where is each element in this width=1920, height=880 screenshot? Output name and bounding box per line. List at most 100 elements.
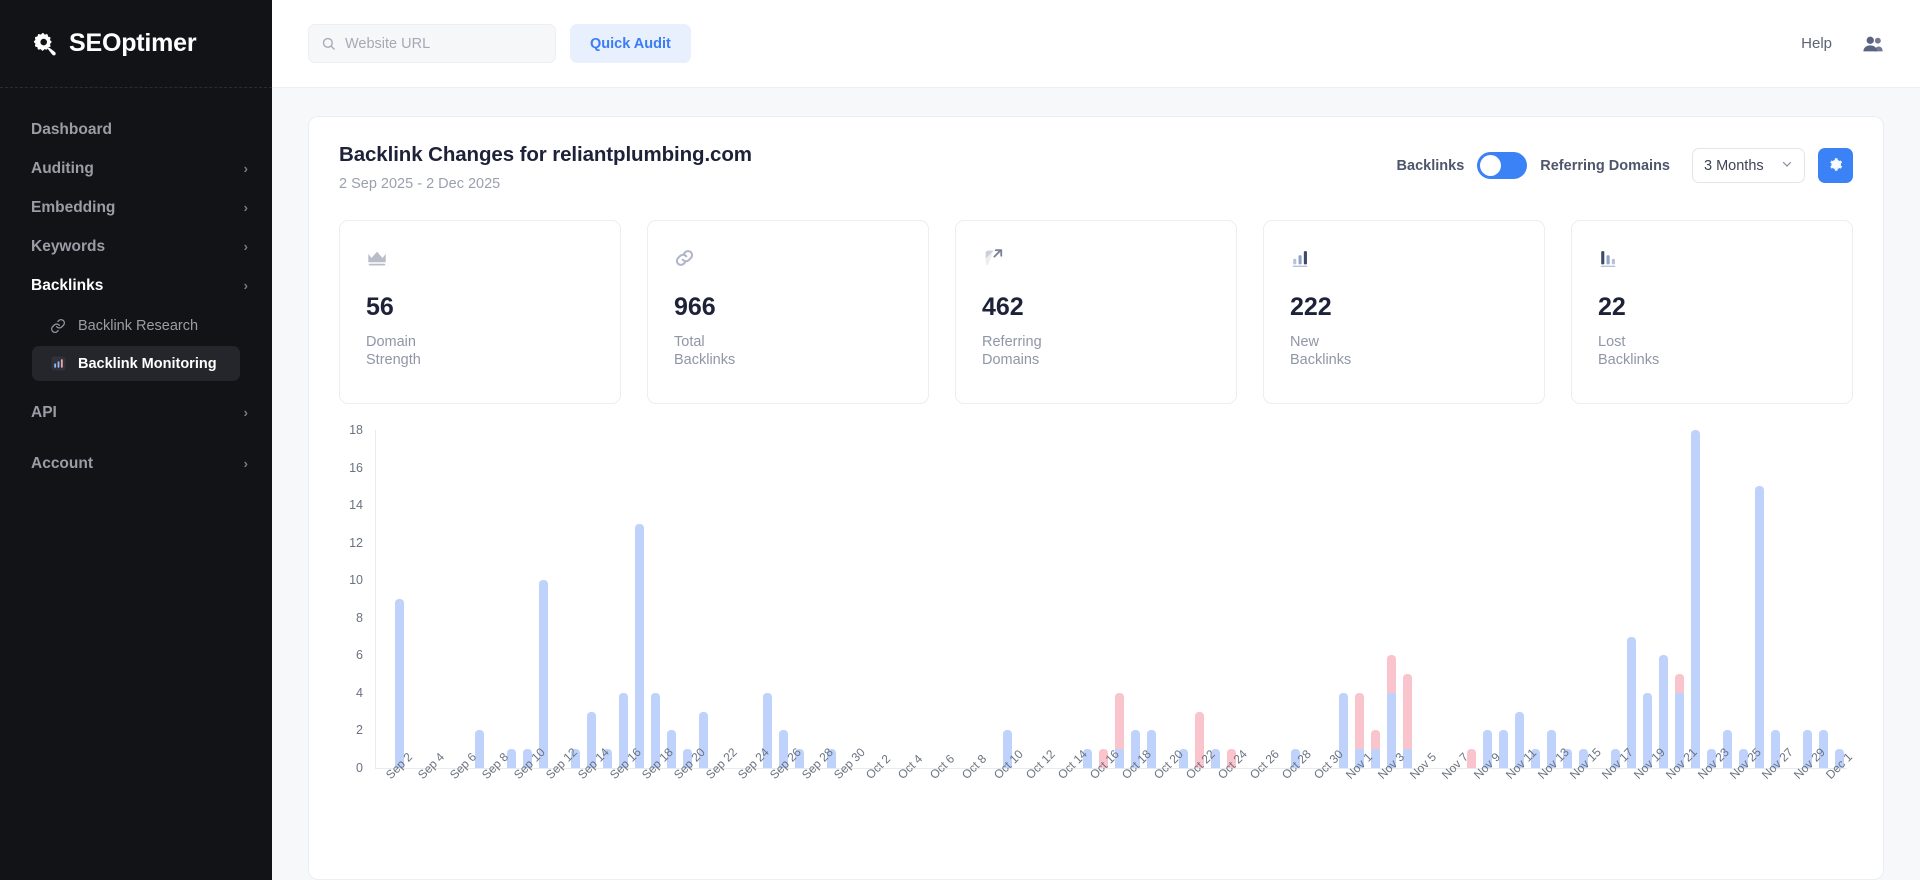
users-avatar-icon[interactable] xyxy=(1862,33,1884,55)
chart-bar-column[interactable] xyxy=(823,430,839,768)
chart-bar-column[interactable] xyxy=(1175,430,1191,768)
chart-bar-column[interactable] xyxy=(1415,430,1431,768)
chart-bar-column[interactable] xyxy=(1015,430,1031,768)
chart-bar-column[interactable] xyxy=(1255,430,1271,768)
chart-bar-column[interactable] xyxy=(1495,430,1511,768)
help-link[interactable]: Help xyxy=(1801,35,1832,52)
chart-bar-column[interactable] xyxy=(1639,430,1655,768)
chart-bar-column[interactable] xyxy=(567,430,583,768)
chart-bar-column[interactable] xyxy=(439,430,455,768)
chart-bar-column[interactable] xyxy=(487,430,503,768)
chart-bar-column[interactable] xyxy=(423,430,439,768)
chart-bar-column[interactable] xyxy=(615,430,631,768)
chart-bar-column[interactable] xyxy=(743,430,759,768)
chart-bar-column[interactable] xyxy=(1111,430,1127,768)
search-input[interactable] xyxy=(345,35,543,52)
chart-bar-column[interactable] xyxy=(1239,430,1255,768)
chart-bar-column[interactable] xyxy=(1463,430,1479,768)
chart-bar-column[interactable] xyxy=(1159,430,1175,768)
sidebar-item-backlink-research[interactable]: Backlink Research xyxy=(32,308,240,343)
sidebar-item-backlink-monitoring[interactable]: Backlink Monitoring xyxy=(32,346,240,381)
chart-bar-column[interactable] xyxy=(887,430,903,768)
chart-bar-column[interactable] xyxy=(599,430,615,768)
chart-bar-column[interactable] xyxy=(1479,430,1495,768)
sidebar-item-api[interactable]: API › xyxy=(0,393,272,432)
chart-bar-column[interactable] xyxy=(1095,430,1111,768)
chart-bar-column[interactable] xyxy=(1399,430,1415,768)
chart-bar-column[interactable] xyxy=(903,430,919,768)
chart-bar-column[interactable] xyxy=(1527,430,1543,768)
chart-bar-column[interactable] xyxy=(1319,430,1335,768)
chart-bar-column[interactable] xyxy=(695,430,711,768)
quick-audit-button[interactable]: Quick Audit xyxy=(570,24,691,63)
chart-bar-column[interactable] xyxy=(1303,430,1319,768)
brand[interactable]: SEOptimer xyxy=(0,0,272,88)
sidebar-item-backlinks[interactable]: Backlinks › xyxy=(0,266,272,305)
chart-bar-column[interactable] xyxy=(1575,430,1591,768)
chart-bar-column[interactable] xyxy=(1559,430,1575,768)
chart-bar-column[interactable] xyxy=(1383,430,1399,768)
chart-bar-column[interactable] xyxy=(1671,430,1687,768)
chart-bar-column[interactable] xyxy=(1543,430,1559,768)
chart-bar-column[interactable] xyxy=(1719,430,1735,768)
chart-bar-column[interactable] xyxy=(711,430,727,768)
chart-bar-column[interactable] xyxy=(1447,430,1463,768)
chart-bar-column[interactable] xyxy=(1127,430,1143,768)
chart-bar-column[interactable] xyxy=(1703,430,1719,768)
sidebar-item-account[interactable]: Account › xyxy=(0,444,272,483)
chart-bar-column[interactable] xyxy=(647,430,663,768)
chart-bar-column[interactable] xyxy=(391,430,407,768)
sidebar-item-keywords[interactable]: Keywords › xyxy=(0,227,272,266)
chart-bar-column[interactable] xyxy=(1831,430,1847,768)
search-box[interactable] xyxy=(308,24,556,63)
period-select[interactable]: 3 Months xyxy=(1692,148,1805,183)
sidebar-item-embedding[interactable]: Embedding › xyxy=(0,188,272,227)
chart-bar-column[interactable] xyxy=(727,430,743,768)
chart-bar-column[interactable] xyxy=(1047,430,1063,768)
chart-bar-column[interactable] xyxy=(855,430,871,768)
chart-bar-column[interactable] xyxy=(663,430,679,768)
chart-bar-column[interactable] xyxy=(1191,430,1207,768)
chart-bar-column[interactable] xyxy=(1351,430,1367,768)
chart-bar-column[interactable] xyxy=(999,430,1015,768)
chart-bar-column[interactable] xyxy=(1687,430,1703,768)
chart-bar-column[interactable] xyxy=(839,430,855,768)
chart-bar-column[interactable] xyxy=(631,430,647,768)
chart-bar-column[interactable] xyxy=(1335,430,1351,768)
chart-bar-column[interactable] xyxy=(583,430,599,768)
metric-toggle[interactable] xyxy=(1477,152,1528,179)
chart-bar-column[interactable] xyxy=(535,430,551,768)
chart-bar-column[interactable] xyxy=(471,430,487,768)
chart-bar-column[interactable] xyxy=(871,430,887,768)
chart-bar-column[interactable] xyxy=(1287,430,1303,768)
chart-bar-column[interactable] xyxy=(1511,430,1527,768)
chart-bar-column[interactable] xyxy=(1079,430,1095,768)
chart-bar-column[interactable] xyxy=(1063,430,1079,768)
chart-bar-column[interactable] xyxy=(503,430,519,768)
chart-bar-column[interactable] xyxy=(1735,430,1751,768)
chart-bar-column[interactable] xyxy=(1623,430,1639,768)
chart-bar-column[interactable] xyxy=(1367,430,1383,768)
chart-bar-column[interactable] xyxy=(759,430,775,768)
chart-bar-column[interactable] xyxy=(407,430,423,768)
chart-bar-column[interactable] xyxy=(807,430,823,768)
chart-bar-column[interactable] xyxy=(967,430,983,768)
sidebar-item-dashboard[interactable]: Dashboard xyxy=(0,110,272,149)
chart-bar-column[interactable] xyxy=(1031,430,1047,768)
chart-bar-column[interactable] xyxy=(1431,430,1447,768)
settings-button[interactable] xyxy=(1818,148,1853,183)
chart-bar-column[interactable] xyxy=(1799,430,1815,768)
chart-bar-column[interactable] xyxy=(1751,430,1767,768)
chart-bar-column[interactable] xyxy=(935,430,951,768)
chart-bar-column[interactable] xyxy=(1767,430,1783,768)
sidebar-item-auditing[interactable]: Auditing › xyxy=(0,149,272,188)
chart-bar-column[interactable] xyxy=(1591,430,1607,768)
chart-bar-column[interactable] xyxy=(919,430,935,768)
chart-bar-column[interactable] xyxy=(951,430,967,768)
chart-bar-column[interactable] xyxy=(455,430,471,768)
chart-bar-column[interactable] xyxy=(1783,430,1799,768)
chart-bar-column[interactable] xyxy=(983,430,999,768)
chart-bar-column[interactable] xyxy=(1271,430,1287,768)
chart-bar-column[interactable] xyxy=(1207,430,1223,768)
chart-bar-column[interactable] xyxy=(1143,430,1159,768)
